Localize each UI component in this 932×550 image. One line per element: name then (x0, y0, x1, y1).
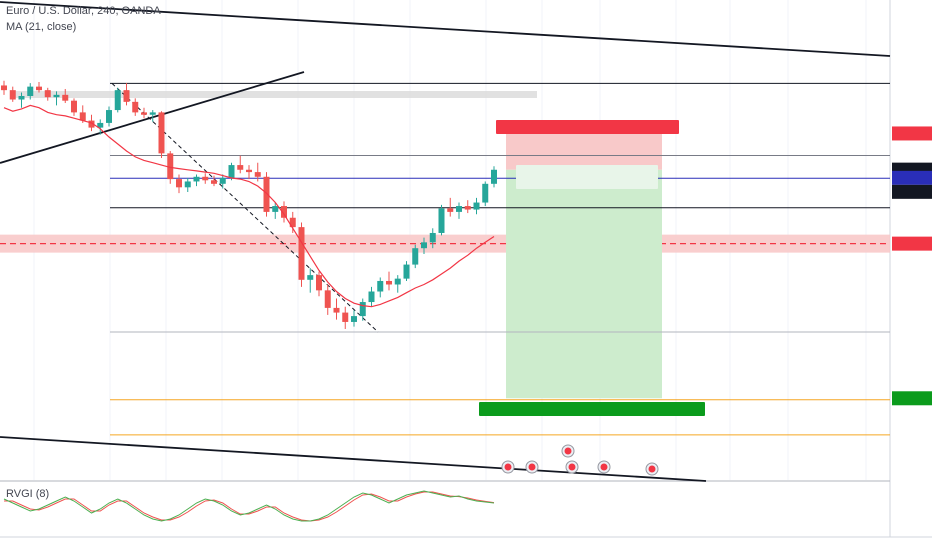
candle-body[interactable] (106, 110, 112, 123)
candle-body[interactable] (246, 169, 252, 173)
candle-body[interactable] (44, 90, 51, 98)
candle-body[interactable] (176, 179, 182, 188)
candle-body[interactable] (351, 316, 357, 322)
target-label-box[interactable] (479, 402, 705, 416)
fib-trend-line[interactable] (111, 82, 379, 333)
candle-body[interactable] (429, 232, 436, 243)
rvgi-legend[interactable]: RVGI (8) (6, 488, 50, 500)
price-tag[interactable] (892, 236, 932, 251)
price-tag[interactable] (892, 170, 932, 185)
candle-body[interactable] (237, 165, 244, 170)
event-flag-icon (504, 463, 512, 471)
rvgi-signal-line[interactable] (4, 491, 495, 522)
candle-body[interactable] (482, 183, 489, 203)
event-flag-icon (528, 463, 536, 471)
candle-body[interactable] (158, 112, 165, 154)
pl-label-box[interactable] (516, 165, 658, 189)
event-flag-icon (600, 463, 608, 471)
candle-body[interactable] (114, 90, 121, 111)
candle-body[interactable] (272, 206, 279, 212)
candle-body[interactable] (123, 90, 130, 102)
event-flag-icon (564, 447, 572, 455)
candle-body[interactable] (97, 122, 104, 128)
rvgi-main-line[interactable] (3, 490, 495, 522)
candle-body[interactable] (386, 280, 392, 285)
price-tag[interactable] (892, 126, 932, 141)
stop-label-box[interactable] (496, 120, 679, 134)
candle-body[interactable] (202, 176, 209, 181)
candle-body[interactable] (193, 176, 200, 182)
candle-body[interactable] (412, 248, 419, 265)
candle-body[interactable] (307, 275, 314, 280)
candle-body[interactable] (79, 112, 86, 121)
candle-body[interactable] (333, 307, 340, 313)
candle-body[interactable] (9, 90, 16, 100)
candle-body[interactable] (184, 181, 191, 188)
candle-body[interactable] (421, 242, 427, 249)
candle-body[interactable] (27, 86, 34, 96)
event-flag-icon (648, 465, 656, 473)
candle-body[interactable] (491, 169, 497, 184)
trendline-upper[interactable] (0, 1, 891, 57)
candle-body[interactable] (281, 206, 287, 218)
candle-body[interactable] (464, 206, 471, 210)
candle-body[interactable] (456, 206, 462, 212)
candle-body[interactable] (36, 86, 42, 91)
ma-legend[interactable]: MA (21, close) (6, 21, 77, 33)
candle-body[interactable] (254, 172, 261, 177)
trendline-lower[interactable] (0, 436, 707, 482)
event-flag-icon (568, 463, 576, 471)
candle-body[interactable] (263, 176, 270, 212)
candle-body[interactable] (132, 101, 139, 113)
stop-zone[interactable] (506, 133, 662, 170)
candle-body[interactable] (219, 177, 226, 184)
candle-body[interactable] (62, 94, 69, 101)
candle-body[interactable] (377, 280, 384, 292)
candle-body[interactable] (211, 180, 217, 184)
candle-body[interactable] (394, 278, 401, 285)
candle-body[interactable] (167, 153, 174, 180)
candle-body[interactable] (289, 217, 296, 228)
price-tag[interactable] (892, 184, 932, 199)
candle-body[interactable] (141, 112, 147, 115)
candle-body[interactable] (342, 312, 349, 322)
candle-body[interactable] (18, 96, 25, 100)
candle-body[interactable] (71, 100, 77, 113)
candle-body[interactable] (1, 85, 7, 91)
candle-body[interactable] (228, 165, 235, 178)
resistance-zone[interactable] (14, 91, 537, 98)
candle-body[interactable] (359, 302, 366, 317)
candle-body[interactable] (473, 202, 480, 210)
candles-group (1, 80, 497, 329)
candle-body[interactable] (438, 208, 445, 233)
candle-body[interactable] (88, 120, 95, 128)
symbol-legend[interactable]: Euro / U.S. Dollar, 240, OANDA (6, 5, 161, 17)
trendline-support[interactable] (0, 71, 305, 164)
candle-body[interactable] (298, 227, 305, 280)
candle-body[interactable] (324, 290, 331, 308)
candle-body[interactable] (316, 275, 322, 291)
candle-body[interactable] (149, 112, 156, 115)
target-zone[interactable] (506, 169, 662, 399)
candle-body[interactable] (53, 94, 60, 98)
candle-body[interactable] (368, 291, 375, 303)
candle-body[interactable] (403, 264, 410, 279)
price-tag[interactable] (892, 391, 932, 406)
ma-line[interactable] (3, 104, 495, 308)
candle-body[interactable] (447, 208, 454, 212)
